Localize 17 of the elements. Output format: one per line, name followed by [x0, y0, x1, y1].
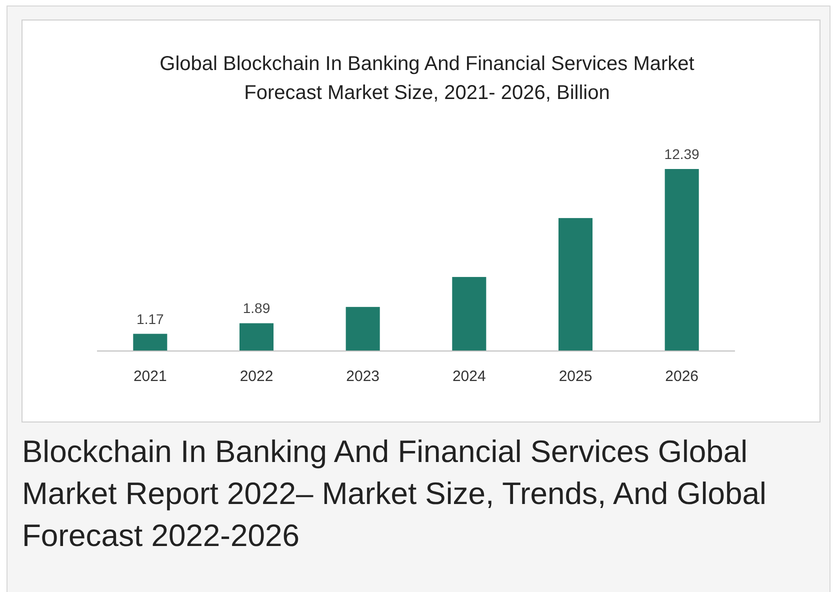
x-tick-label: 2021	[133, 368, 167, 385]
x-tick-label: 2026	[665, 368, 699, 385]
data-label: 12.39	[664, 146, 700, 162]
data-label: 1.17	[136, 310, 164, 327]
bar	[346, 306, 380, 351]
x-tick-label: 2023	[346, 368, 380, 385]
bar	[133, 334, 168, 351]
bar	[452, 276, 486, 351]
x-tick-label: 2024	[452, 368, 486, 385]
data-label: 1.89	[242, 300, 270, 316]
chart-title: Global Blockchain In Banking And Financial Services Market Forecast Market Size, 2021- 2026, Billion	[160, 53, 695, 104]
bar	[664, 169, 699, 351]
x-tick-label: 2025	[558, 368, 592, 385]
text: Blockchain In Banking And Financial Services Global Market Report 2022– Market Size, Trends, And Global Forecast 2022-2026	[22, 434, 766, 553]
bar	[239, 323, 274, 351]
x-tick-label: 2022	[240, 368, 274, 385]
bar	[558, 218, 593, 351]
